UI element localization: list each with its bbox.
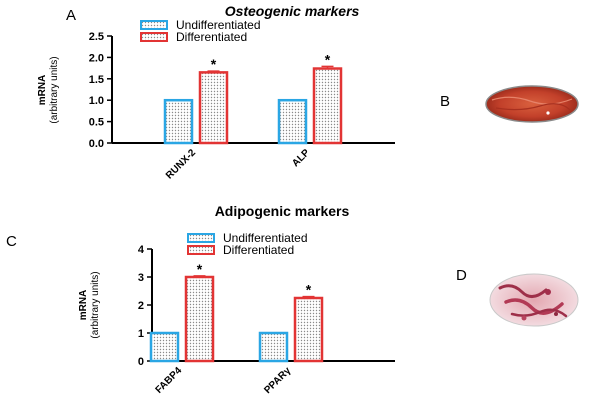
legend-label-undifferentiated: Undifferentiated <box>176 18 261 32</box>
bar-undifferentiated <box>258 331 289 363</box>
significance-mark: * <box>197 261 203 277</box>
significance-mark: * <box>306 282 312 298</box>
y-tick-label: 0.0 <box>89 138 104 150</box>
bar-undifferentiated <box>277 98 308 145</box>
y-tick-label: 1.5 <box>89 74 104 86</box>
y-axis-label-line2: (arbitrary units) <box>49 56 60 123</box>
chart-adipogenic: Adipogenic markers mRNA (arbitrary units) 0… <box>78 203 395 396</box>
significance-mark: * <box>325 51 331 67</box>
y-tick-label: 3 <box>138 272 144 284</box>
bar-differentiated <box>293 296 324 363</box>
stain-image-b <box>485 85 579 123</box>
y-tick-label: 2 <box>138 300 144 312</box>
x-category-label: PPARγ <box>262 365 293 396</box>
y-tick-label: 1.0 <box>89 95 104 107</box>
y-tick-label: 1 <box>138 328 144 340</box>
bar-differentiated <box>198 71 229 145</box>
y-tick-label: 2.0 <box>89 52 104 64</box>
y-axis-label-line2: (arbitrary units) <box>90 271 101 338</box>
x-category-label: ALP <box>290 147 312 169</box>
stain-image-d <box>489 273 579 327</box>
y-tick-label: 4 <box>138 244 145 256</box>
y-tick-label: 2.5 <box>89 31 104 43</box>
legend-label-differentiated: Differentiated <box>176 30 247 44</box>
x-category-label: RUNX-2 <box>164 147 198 181</box>
bar-undifferentiated <box>149 331 180 363</box>
y-axis-label-line1: mRNA <box>78 290 89 321</box>
legend-swatch-differentiated <box>140 32 168 42</box>
panel-label-a: A <box>66 7 76 24</box>
significance-mark: * <box>211 56 217 72</box>
chart-osteogenic: Osteogenic markers mRNA (arbitrary units) 0… <box>37 3 395 181</box>
legend-swatch-differentiated <box>187 245 215 255</box>
bar-differentiated <box>312 67 343 145</box>
chart-title: Osteogenic markers <box>225 3 360 19</box>
y-tick-label: 0.5 <box>89 117 104 129</box>
panel-label-d: D <box>456 267 467 284</box>
legend-label-undifferentiated: Undifferentiated <box>223 231 308 245</box>
x-category-label: FABP4 <box>154 365 185 396</box>
legend-swatch-undifferentiated <box>187 233 215 243</box>
chart-title: Adipogenic markers <box>215 203 350 219</box>
panel-label-c: C <box>6 233 17 250</box>
bar-differentiated <box>184 275 215 363</box>
bar-undifferentiated <box>163 98 194 145</box>
panel-label-b: B <box>440 93 450 110</box>
y-tick-label: 0 <box>138 356 144 368</box>
y-axis-label-line1: mRNA <box>37 75 48 106</box>
legend-label-differentiated: Differentiated <box>223 243 294 257</box>
legend-swatch-undifferentiated <box>140 20 168 30</box>
